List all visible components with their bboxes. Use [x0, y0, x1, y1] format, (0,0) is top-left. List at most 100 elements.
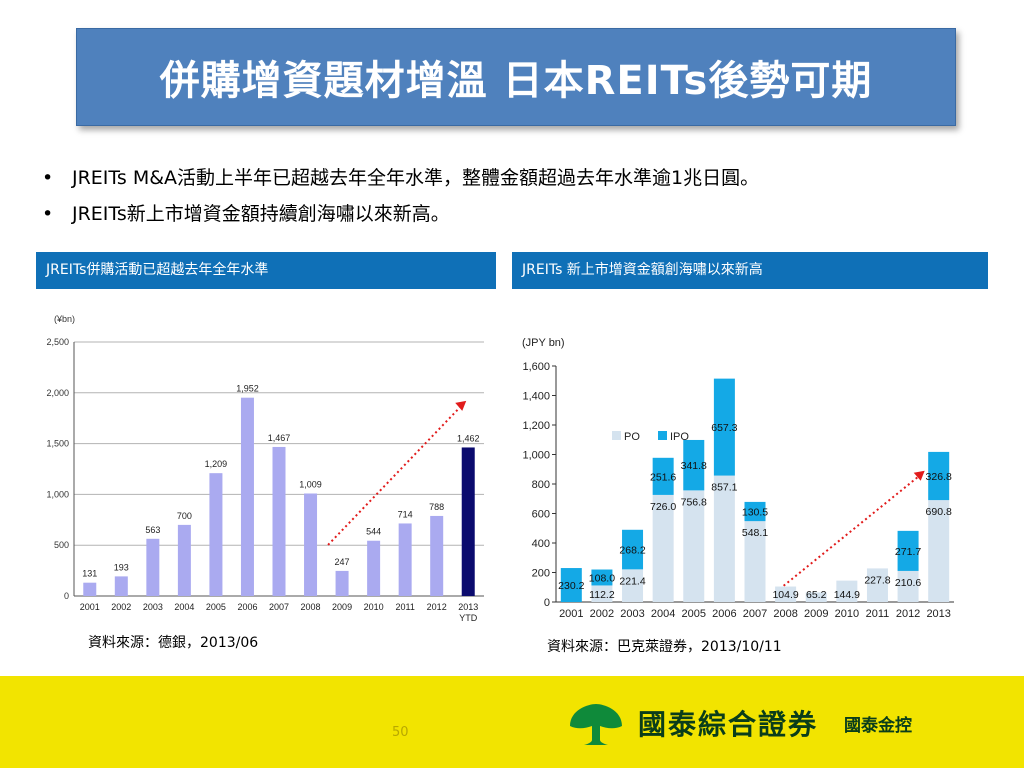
- bar: [177, 524, 191, 596]
- page-number: 50: [392, 725, 409, 740]
- bar-po: [744, 521, 766, 602]
- bar: [114, 576, 128, 596]
- bar-ipo: [744, 501, 766, 522]
- x-tick-label: 2003: [620, 608, 644, 620]
- x-tick-label: 2001: [559, 608, 583, 620]
- x-tick-label: 2004: [651, 608, 675, 620]
- bar-ipo: [560, 568, 582, 602]
- bar-po: [897, 570, 919, 602]
- slide-title: 併購增資題材增溫 日本REITs後勢可期: [159, 58, 873, 104]
- bar-po: [866, 568, 888, 602]
- y-tick-label: 200: [532, 568, 550, 580]
- bar: [398, 523, 412, 596]
- y-tick-label: 1,600: [522, 361, 550, 373]
- x-tick-label: 2004: [174, 602, 194, 612]
- bar: [240, 397, 254, 596]
- data-label: 1,467: [268, 433, 291, 443]
- x-tick-label: 2007: [743, 608, 767, 620]
- bar: [461, 447, 475, 596]
- data-label: 700: [177, 511, 192, 521]
- bullet-item: JREITs M&A活動上半年已超越去年全年水準，整體金額超過去年水準逾1兆日圓…: [42, 160, 1012, 196]
- x-tick-label: YTD: [459, 613, 478, 623]
- data-label-po: 65.2: [806, 589, 827, 601]
- data-label-po: 726.0: [650, 501, 676, 513]
- x-tick-label: 2002: [111, 602, 131, 612]
- y-tick-label: 1,200: [522, 420, 550, 432]
- footer-bar: [0, 676, 1024, 768]
- left-chart-source: 資料來源：德銀，2013/06: [88, 635, 259, 651]
- x-tick-label: 2006: [237, 602, 257, 612]
- new-listing-capital-raise-chart: (JPY bn) 0 200 400 600 800 1,000 1,200 1,400 1,60…: [522, 337, 954, 620]
- data-label: 1,952: [236, 384, 259, 394]
- bar-po: [836, 580, 858, 602]
- data-label: 563: [145, 525, 160, 535]
- x-tick-label: 2013: [458, 602, 478, 612]
- y-tick-label: 500: [54, 540, 69, 550]
- bar-po: [622, 569, 644, 602]
- data-label-ipo: 230.2: [558, 580, 584, 592]
- x-tick-label: 2003: [143, 602, 163, 612]
- brand-group-name: 國泰金控: [844, 715, 913, 736]
- x-tick-label: 2008: [301, 602, 321, 612]
- data-label-po: 548.1: [742, 527, 768, 539]
- data-label-po: 144.9: [834, 589, 860, 601]
- data-label-ipo: 130.5: [742, 507, 768, 519]
- x-tick-label: 2007: [269, 602, 289, 612]
- bar-po: [805, 592, 827, 602]
- brand-logo: 國泰綜合證券 國泰金控: [566, 698, 912, 748]
- x-tick-label: 2010: [835, 608, 859, 620]
- bar-ipo: [622, 529, 644, 570]
- y-tick-label: 600: [532, 509, 550, 521]
- data-label-ipo: 341.8: [681, 460, 707, 472]
- right-chart-source: 資料來源：巴克萊證券，2013/10/11: [547, 639, 782, 655]
- x-tick-label: 2006: [712, 608, 736, 620]
- y-tick-label: 0: [64, 591, 69, 601]
- brand-name: 國泰綜合證券: [638, 708, 819, 741]
- data-label-po: 227.8: [864, 574, 890, 586]
- x-tick-label: 2005: [206, 602, 226, 612]
- y-tick-label: 400: [532, 538, 550, 550]
- data-label-ipo: 268.2: [619, 545, 645, 557]
- data-label: 1,462: [457, 433, 480, 443]
- legend-label-ipo: IPO: [670, 431, 689, 443]
- data-label: 788: [429, 502, 444, 512]
- x-tick-label: 2013: [926, 608, 950, 620]
- bar-po: [683, 490, 705, 602]
- y-tick-label: 2,500: [46, 337, 69, 347]
- x-tick-label: 2012: [896, 608, 920, 620]
- y-tick-label: 1,500: [46, 439, 69, 449]
- trend-arrow-head: [913, 470, 925, 481]
- legend-swatch-ipo: [658, 431, 667, 440]
- bar: [335, 570, 349, 596]
- ma-activity-bar-chart: (¥bn) 0 500 1,000 1,500 2,000 2,500 131 2001 193 2…: [46, 314, 484, 623]
- bar-ipo: [683, 439, 705, 491]
- trend-arrow-line: [327, 404, 463, 546]
- x-tick-label: 2009: [332, 602, 352, 612]
- y-tick-label: 1,000: [46, 489, 69, 499]
- data-label: 247: [335, 557, 350, 567]
- legend-swatch-po: [612, 431, 621, 440]
- y-tick-label: 2,000: [46, 388, 69, 398]
- trend-arrow-head: [455, 400, 467, 411]
- data-label-po: 104.9: [772, 589, 798, 601]
- data-label: 1,209: [205, 459, 228, 469]
- bar-ipo: [713, 378, 735, 476]
- right-panel-header: JREITs 新上市增資金額創海嘯以來新高: [512, 252, 988, 289]
- title-banner: 併購增資題材增溫 日本REITs後勢可期: [76, 28, 956, 126]
- bar: [367, 540, 381, 596]
- bar-po: [775, 586, 797, 602]
- bar-ipo: [591, 569, 613, 586]
- bar-po: [652, 494, 674, 602]
- data-label-ipo: 251.6: [650, 471, 676, 483]
- bullet-list: JREITs M&A活動上半年已超越去年全年水準，整體金額超過去年水準逾1兆日圓…: [42, 160, 1012, 232]
- bar-po: [928, 500, 950, 602]
- data-label-ipo: 271.7: [895, 546, 921, 558]
- bar: [209, 473, 223, 596]
- data-label-po: 756.8: [681, 496, 707, 508]
- data-label-ipo: 326.8: [926, 471, 952, 483]
- data-label-po: 857.1: [711, 482, 737, 494]
- bar: [430, 515, 444, 596]
- y-tick-label: 1,000: [522, 450, 550, 462]
- data-label-ipo: 657.3: [711, 422, 737, 434]
- bar-ipo: [897, 530, 919, 571]
